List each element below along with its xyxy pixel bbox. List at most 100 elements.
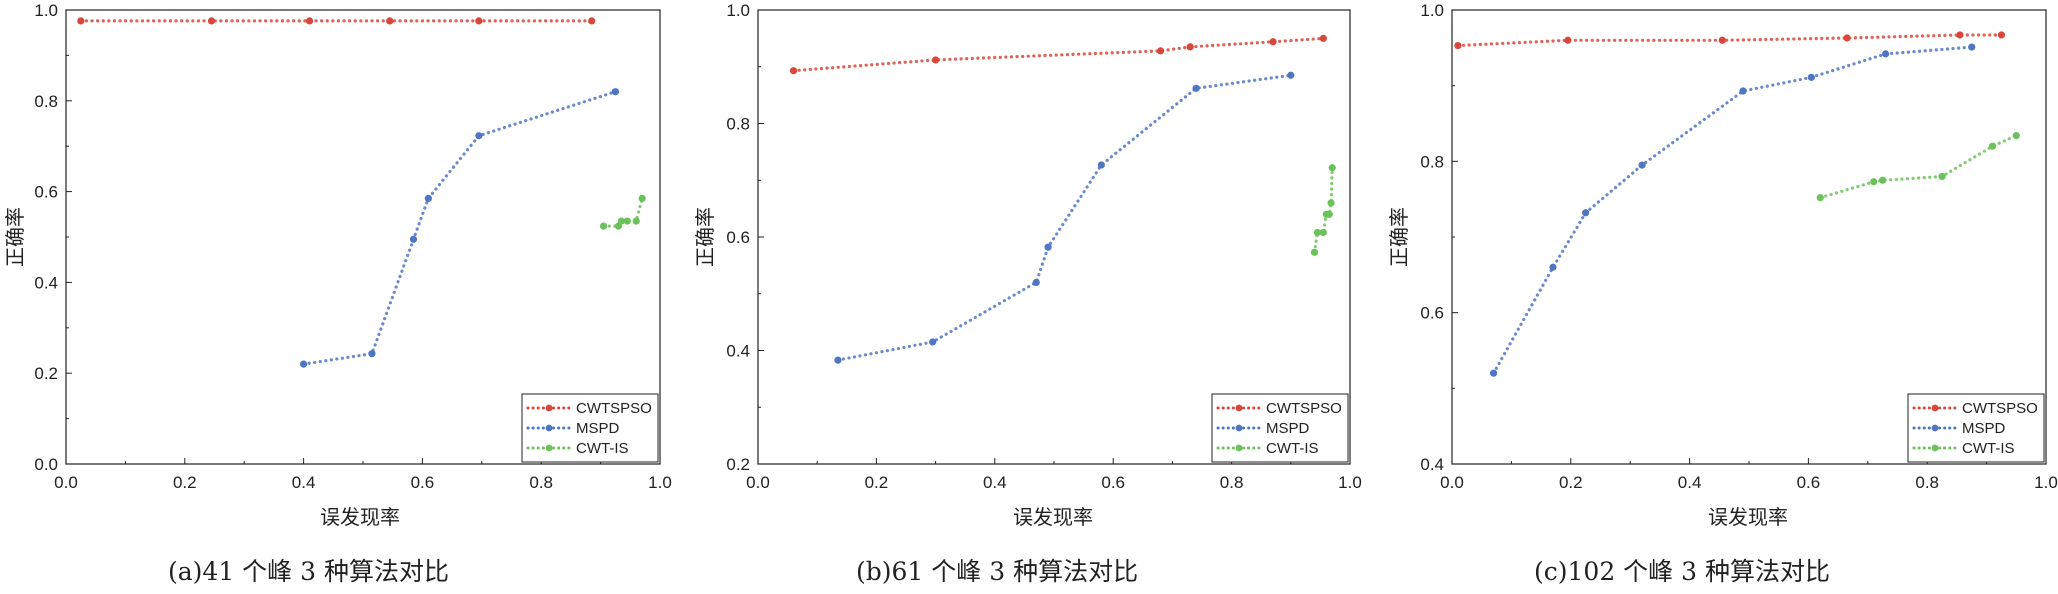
data-point-mspd: [475, 132, 483, 140]
series-line-mspd: [302, 90, 618, 366]
data-point-cwt-is: [599, 222, 608, 230]
legend-swatch-marker: [1931, 404, 1939, 412]
data-point-mspd: [1287, 71, 1295, 79]
data-point-cwt-is: [1816, 194, 1824, 202]
data-point-mspd: [1882, 50, 1890, 58]
data-point-mspd: [1032, 278, 1040, 286]
data-point-mspd: [1097, 161, 1105, 169]
x-axis-label: 误发现率: [320, 505, 400, 529]
data-point-cwtspso: [588, 17, 596, 25]
data-point-mspd: [300, 360, 308, 368]
x-tick-label: 0.4: [292, 473, 316, 492]
data-point-mspd: [1192, 84, 1200, 92]
y-tick-label: 0.6: [34, 183, 58, 202]
x-tick-label: 0.8: [529, 473, 553, 492]
x-tick-label: 0.0: [54, 473, 78, 492]
legend-label: MSPD: [576, 420, 620, 437]
data-point-mspd: [1638, 161, 1646, 169]
x-tick-label: 1.0: [1338, 473, 1362, 492]
y-tick-label: 1.0: [726, 1, 750, 20]
data-point-mspd: [1968, 43, 1976, 51]
y-tick-label: 0.4: [726, 342, 750, 361]
data-point-cwtspso: [1319, 34, 1327, 42]
data-point-cwtspso: [1454, 41, 1462, 50]
data-point-cwtspso: [1156, 47, 1165, 55]
data-point-cwtspso: [1269, 38, 1277, 46]
data-point-mspd: [1549, 263, 1557, 271]
data-point-cwt-is: [632, 217, 640, 225]
x-tick-label: 0.0: [1440, 473, 1464, 492]
data-point-cwt-is: [1327, 199, 1335, 207]
series-line-cwt-is: [1312, 166, 1334, 254]
data-point-mspd: [1044, 243, 1052, 251]
y-tick-label: 1.0: [1420, 1, 1444, 20]
y-tick-label: 0.0: [34, 455, 58, 474]
legend-swatch-marker: [1235, 444, 1243, 452]
data-point-cwt-is: [1310, 248, 1319, 256]
x-tick-label: 0.2: [865, 473, 889, 492]
data-point-cwtspso: [789, 67, 798, 75]
data-point-mspd: [1807, 73, 1815, 81]
x-tick-label: 0.6: [1101, 473, 1125, 492]
series-line-cwtspso: [791, 36, 1326, 73]
y-axis-label: 正确率: [1387, 207, 1411, 267]
x-tick-label: 0.2: [1559, 473, 1583, 492]
caption-a: (a)41 个峰 3 种算法对比: [168, 557, 449, 586]
data-point-cwt-is: [1319, 228, 1327, 237]
data-point-mspd: [409, 235, 418, 243]
data-point-cwtspso: [305, 17, 314, 25]
chart-panel-1: 0.0 0.2 0.4 0.6 0.8 1.00.20.40.60.81.0误发现率正确率…: [693, 1, 1362, 529]
legend: CWTSPSO MSPD CWT-IS: [521, 393, 659, 463]
legend-swatch-marker: [1235, 404, 1243, 412]
legend: CWTSPSO MSPD CWT-IS: [1211, 393, 1349, 463]
data-point-cwt-is: [638, 194, 646, 203]
x-tick-label: 1.0: [2034, 473, 2058, 492]
series-line-cwtspso: [1456, 33, 2004, 48]
legend-label: CWTSPSO: [1962, 400, 2038, 417]
y-tick-label: 0.8: [34, 92, 58, 111]
data-point-cwtspso: [932, 56, 940, 64]
x-tick-label: 0.4: [1678, 473, 1702, 492]
y-axis-label: 正确率: [3, 207, 27, 267]
data-point-cwt-is: [623, 217, 631, 225]
legend-label: MSPD: [1962, 420, 2006, 437]
data-point-cwt-is: [1325, 210, 1333, 218]
series-line-mspd: [836, 73, 1293, 362]
data-point-cwtspso: [77, 17, 85, 25]
y-tick-label: 0.6: [726, 228, 750, 247]
data-point-cwtspso: [1564, 36, 1572, 44]
series-line-cwt-is: [1818, 134, 2018, 200]
legend-label: CWT-IS: [576, 440, 629, 457]
data-point-cwtspso: [1718, 36, 1726, 44]
legend-label: MSPD: [1266, 420, 1310, 437]
data-point-mspd: [424, 194, 432, 203]
data-point-cwt-is: [1988, 142, 1997, 150]
data-point-mspd: [1739, 87, 1747, 95]
legend-swatch-marker: [545, 444, 553, 452]
y-tick-label: 0.4: [34, 273, 58, 292]
data-point-mspd: [834, 356, 842, 364]
data-point-cwtspso: [1843, 34, 1851, 42]
caption-b: (b)61 个峰 3 种算法对比: [856, 557, 1139, 586]
y-tick-label: 0.8: [726, 115, 750, 134]
x-tick-label: 0.2: [173, 473, 197, 492]
data-point-cwt-is: [617, 217, 625, 225]
chart-panel-0: 0.0 0.2 0.4 0.6 0.8 1.0 0.0 0.2 0.4 0.6 0.8 1.0 误发现率…: [3, 1, 672, 529]
data-point-cwt-is: [2012, 132, 2020, 140]
caption-c: (c)102 个峰 3 种算法对比: [1534, 557, 1830, 586]
data-point-cwtspso: [475, 17, 483, 25]
legend-swatch-marker: [1931, 424, 1939, 432]
legend-label: CWT-IS: [1266, 440, 1319, 457]
legend: CWTSPSO MSPD CWT-IS: [1907, 393, 2045, 463]
chart-panel-2: 0.0 0.2 0.4 0.6 0.8 1.0 0.4 0.6 0.8 1.0 误发现率 正确率 CWT…: [1387, 1, 2058, 529]
data-point-mspd: [929, 338, 937, 346]
legend-swatch-marker: [545, 424, 553, 432]
series-line-mspd: [1491, 45, 1974, 375]
y-tick-label: 0.2: [726, 455, 750, 474]
y-tick-label: 0.2: [34, 364, 58, 383]
y-tick-label: 0.8: [1420, 152, 1444, 171]
data-point-mspd: [368, 350, 376, 358]
legend-label: CWTSPSO: [576, 400, 652, 417]
data-point-cwt-is: [1879, 176, 1887, 184]
